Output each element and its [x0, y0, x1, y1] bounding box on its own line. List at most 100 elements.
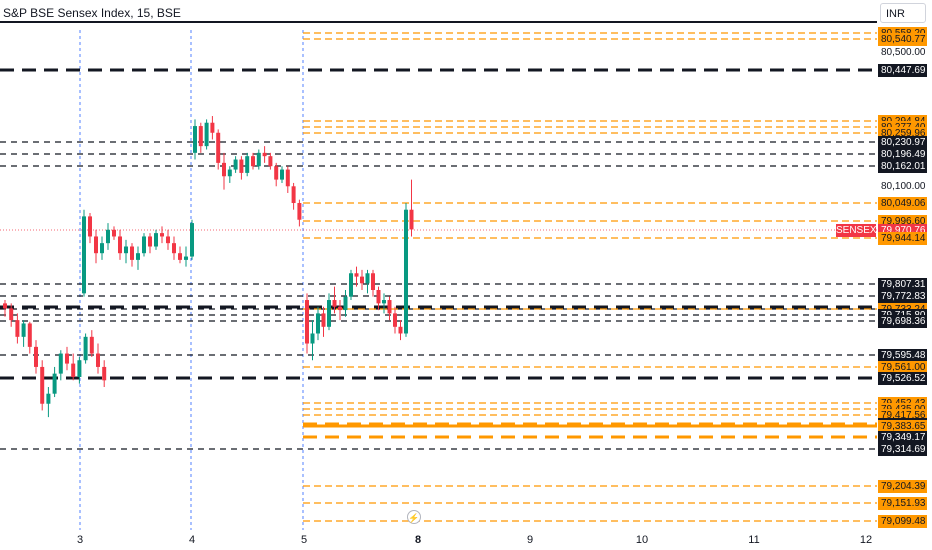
price-level-label: 79,099.48: [878, 515, 927, 528]
price-level-label: 80,049.06: [878, 197, 927, 210]
candle-body[interactable]: [354, 273, 359, 277]
candle-body[interactable]: [136, 253, 140, 260]
candle-body[interactable]: [274, 166, 279, 180]
candle-body[interactable]: [393, 313, 397, 327]
price-level-label: 79,944.14: [878, 232, 927, 245]
chart-area[interactable]: S&P BSE Sensex Index, 15, BSE ⚡: [0, 0, 877, 530]
candle-body[interactable]: [52, 373, 57, 394]
price-level-label: 79,314.69: [878, 443, 927, 456]
candle-body[interactable]: [193, 126, 197, 153]
candle-body[interactable]: [327, 300, 331, 327]
currency-selector[interactable]: INR: [880, 3, 926, 23]
price-level-label: 80,100.00: [878, 180, 927, 193]
candle-body[interactable]: [239, 159, 244, 173]
candle-body[interactable]: [96, 353, 100, 367]
price-level-label: 80,540.77: [878, 33, 927, 46]
candle-body[interactable]: [106, 229, 110, 244]
candle-body[interactable]: [58, 353, 63, 374]
candle-body[interactable]: [184, 256, 188, 260]
candle-body[interactable]: [338, 306, 342, 311]
candle-body[interactable]: [398, 326, 403, 334]
candle-body[interactable]: [46, 393, 51, 404]
time-axis-label: 12: [859, 534, 873, 546]
candle-body[interactable]: [160, 233, 164, 237]
candle-body[interactable]: [210, 122, 215, 133]
candle-body[interactable]: [166, 236, 170, 244]
candle-body[interactable]: [112, 229, 116, 237]
price-level-label: 79,807.31: [878, 278, 927, 291]
candle-body[interactable]: [148, 236, 152, 247]
candle-body[interactable]: [387, 300, 392, 314]
candle-body[interactable]: [21, 323, 26, 337]
time-axis-label: 3: [76, 534, 84, 546]
price-level-label: 80,447.69: [878, 64, 927, 77]
candle-body[interactable]: [297, 203, 302, 220]
candle-body[interactable]: [376, 289, 381, 304]
candle-body[interactable]: [154, 233, 158, 247]
price-level-label: 79,561.00: [878, 361, 927, 374]
time-axis-label: 11: [748, 534, 760, 546]
candle-body[interactable]: [222, 162, 226, 177]
candle-body[interactable]: [71, 363, 76, 377]
candle-body[interactable]: [204, 122, 209, 147]
candle-body[interactable]: [280, 169, 284, 180]
candle-body[interactable]: [365, 273, 370, 284]
candle-body[interactable]: [3, 303, 7, 309]
candle-body[interactable]: [65, 353, 69, 364]
candle-body[interactable]: [190, 223, 194, 257]
candle-body[interactable]: [89, 336, 94, 354]
candle-body[interactable]: [285, 169, 290, 187]
candle-body[interactable]: [268, 156, 273, 167]
candle-body[interactable]: [77, 360, 82, 377]
candle-body[interactable]: [102, 366, 107, 381]
candle-body[interactable]: [130, 246, 134, 260]
candle-body[interactable]: [15, 320, 20, 337]
time-axis-label: 9: [526, 534, 534, 546]
candle-body[interactable]: [178, 253, 182, 260]
candle-body[interactable]: [291, 186, 296, 204]
candle-body[interactable]: [83, 336, 88, 361]
candle-body[interactable]: [198, 126, 203, 147]
symbol-title: S&P BSE Sensex Index, 15, BSE: [3, 6, 181, 20]
candle-body[interactable]: [409, 209, 414, 230]
price-axis[interactable]: [877, 0, 932, 550]
candle-body[interactable]: [172, 243, 176, 254]
candle-body[interactable]: [9, 308, 14, 321]
candle-body[interactable]: [310, 333, 315, 344]
candle-body[interactable]: [332, 300, 337, 307]
candle-body[interactable]: [124, 246, 128, 254]
time-axis[interactable]: [0, 530, 877, 550]
last-price-symbol-tag: SENSEX: [836, 224, 877, 237]
candle-body[interactable]: [371, 273, 375, 290]
candle-body[interactable]: [118, 236, 122, 254]
candle-body[interactable]: [216, 132, 221, 163]
candle-body[interactable]: [245, 156, 250, 173]
candle-body[interactable]: [142, 236, 146, 254]
candle-body[interactable]: [251, 156, 255, 167]
candle-body[interactable]: [34, 346, 38, 367]
candle-body[interactable]: [88, 216, 92, 237]
flash-icon[interactable]: ⚡: [407, 510, 421, 524]
candle-body[interactable]: [360, 276, 364, 284]
candle-body[interactable]: [262, 152, 267, 157]
candle-body[interactable]: [227, 169, 232, 177]
candle-body[interactable]: [82, 216, 86, 294]
candle-body[interactable]: [404, 209, 408, 334]
price-level-label: 80,230.97: [878, 136, 927, 149]
candle-body[interactable]: [349, 273, 353, 297]
candle-body[interactable]: [305, 300, 309, 344]
candle-body[interactable]: [27, 323, 32, 347]
candle-body[interactable]: [256, 152, 261, 167]
candle-body[interactable]: [100, 243, 104, 254]
price-level-label: 80,196.49: [878, 148, 927, 161]
price-level-label: 80,500.00: [878, 46, 927, 59]
candle-body[interactable]: [233, 159, 238, 170]
candle-body[interactable]: [321, 313, 326, 327]
price-chart[interactable]: [0, 0, 877, 530]
candle-body[interactable]: [382, 300, 386, 304]
candle-body[interactable]: [316, 313, 320, 334]
time-axis-label: 10: [635, 534, 649, 546]
candle-body[interactable]: [40, 366, 45, 404]
candle-body[interactable]: [343, 296, 348, 311]
candle-body[interactable]: [94, 236, 98, 254]
